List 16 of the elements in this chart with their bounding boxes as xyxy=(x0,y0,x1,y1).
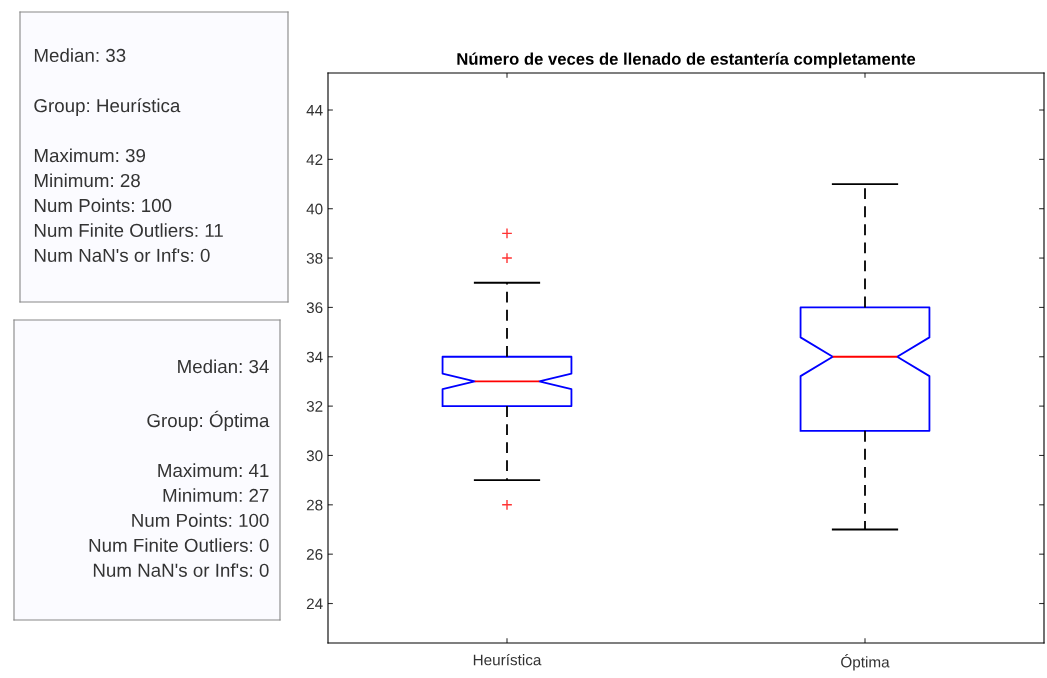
x-tick-label: Óptima xyxy=(841,654,890,671)
x-tick-label: Heurística xyxy=(473,653,542,666)
y-tick-label: 26 xyxy=(306,549,323,560)
y-tick-label: 32 xyxy=(306,400,323,412)
text: Median: 34 Group: Óptima Maximum: 41 Minimum: 27 Num Points: 100 Num Finite Outliers: 0 Num NaN's or Inf's: 0 xyxy=(89,359,270,577)
y-tick-label: 42 xyxy=(306,154,323,165)
chart-title: Número de veces de llenado de estantería completamente xyxy=(457,52,916,69)
y-tick-label: 36 xyxy=(306,302,323,314)
y-tick-label: 40 xyxy=(306,203,323,215)
y-tick-label: 38 xyxy=(306,252,323,264)
y-tick-label: 24 xyxy=(306,598,323,610)
y-tick-label: 28 xyxy=(306,499,323,511)
y-tick-label: 34 xyxy=(306,351,323,363)
y-tick-label: 44 xyxy=(306,105,323,116)
text: Median: 33 Group: Heurística Maximum: 39 Minimum: 28 Num Points: 100 Num Finite Outliers: 11 Num NaN's or Inf's: 0 xyxy=(34,48,223,263)
y-tick-label: 30 xyxy=(306,450,323,462)
